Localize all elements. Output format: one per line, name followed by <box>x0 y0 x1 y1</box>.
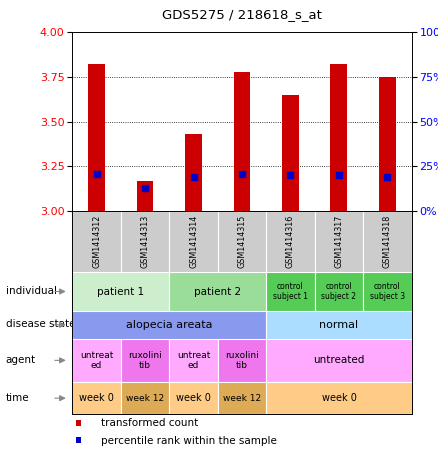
Text: GDS5275 / 218618_s_at: GDS5275 / 218618_s_at <box>162 8 322 21</box>
Bar <box>266 211 315 272</box>
Bar <box>266 339 412 382</box>
Bar <box>72 339 121 382</box>
Text: GSM1414318: GSM1414318 <box>383 215 392 268</box>
Bar <box>282 95 299 211</box>
Text: individual: individual <box>6 286 57 296</box>
Text: untreat
ed: untreat ed <box>177 351 210 370</box>
Bar <box>315 272 363 311</box>
Text: percentile rank within the sample: percentile rank within the sample <box>101 436 277 446</box>
Bar <box>233 72 251 211</box>
Text: week 0: week 0 <box>321 393 357 403</box>
Text: patient 2: patient 2 <box>194 286 241 297</box>
Text: transformed count: transformed count <box>101 418 198 428</box>
Bar <box>72 311 266 339</box>
Text: GSM1414314: GSM1414314 <box>189 215 198 268</box>
Text: agent: agent <box>6 355 36 365</box>
Bar <box>121 211 169 272</box>
Bar <box>121 382 169 414</box>
Bar <box>218 211 266 272</box>
Text: disease state: disease state <box>6 319 75 329</box>
Text: control
subject 3: control subject 3 <box>370 282 405 301</box>
Bar <box>218 339 266 382</box>
Bar <box>72 211 121 272</box>
Text: untreated: untreated <box>313 355 365 366</box>
Bar <box>363 211 412 272</box>
Text: ruxolini
tib: ruxolini tib <box>225 351 259 370</box>
Bar <box>169 211 218 272</box>
Bar <box>266 382 412 414</box>
Text: GSM1414312: GSM1414312 <box>92 215 101 268</box>
Text: GSM1414316: GSM1414316 <box>286 215 295 268</box>
Text: patient 1: patient 1 <box>97 286 145 297</box>
Text: GSM1414313: GSM1414313 <box>141 215 149 268</box>
Text: week 0: week 0 <box>176 393 211 403</box>
Bar <box>169 339 218 382</box>
Text: time: time <box>6 393 29 403</box>
Text: week 12: week 12 <box>223 394 261 403</box>
Text: alopecia areata: alopecia areata <box>126 320 212 330</box>
Bar <box>121 339 169 382</box>
Bar <box>72 272 169 311</box>
Bar <box>315 211 363 272</box>
Text: GSM1414315: GSM1414315 <box>237 215 247 268</box>
Text: untreat
ed: untreat ed <box>80 351 113 370</box>
Bar <box>363 272 412 311</box>
Text: week 0: week 0 <box>79 393 114 403</box>
Bar <box>169 272 266 311</box>
Bar <box>88 64 105 211</box>
Bar <box>185 134 202 211</box>
Bar <box>169 382 218 414</box>
Bar <box>379 77 396 211</box>
Text: ruxolini
tib: ruxolini tib <box>128 351 162 370</box>
Bar <box>76 419 81 426</box>
Bar <box>76 437 81 443</box>
Bar <box>137 181 153 211</box>
Text: normal: normal <box>319 320 359 330</box>
Text: week 12: week 12 <box>126 394 164 403</box>
Text: control
subject 1: control subject 1 <box>273 282 308 301</box>
Bar <box>331 64 347 211</box>
Text: control
subject 2: control subject 2 <box>321 282 357 301</box>
Bar <box>72 382 121 414</box>
Text: GSM1414317: GSM1414317 <box>335 215 343 268</box>
Bar <box>218 382 266 414</box>
Bar <box>266 311 412 339</box>
Bar <box>266 272 315 311</box>
